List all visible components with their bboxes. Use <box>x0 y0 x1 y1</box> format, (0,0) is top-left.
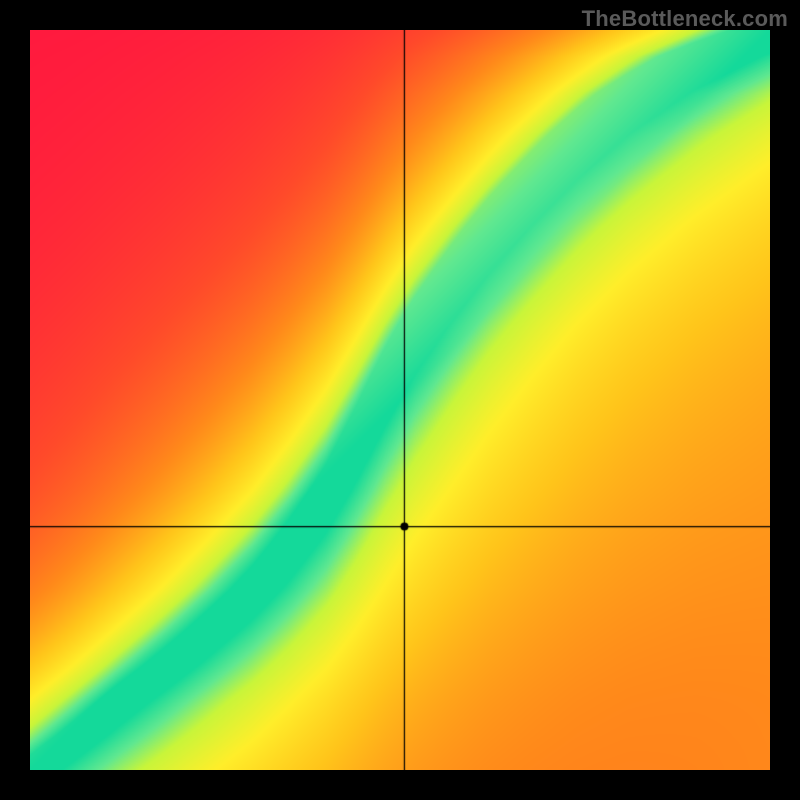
heatmap-canvas <box>30 30 770 770</box>
chart-container: TheBottleneck.com <box>0 0 800 800</box>
plot-area <box>30 30 770 770</box>
watermark-text: TheBottleneck.com <box>582 6 788 32</box>
